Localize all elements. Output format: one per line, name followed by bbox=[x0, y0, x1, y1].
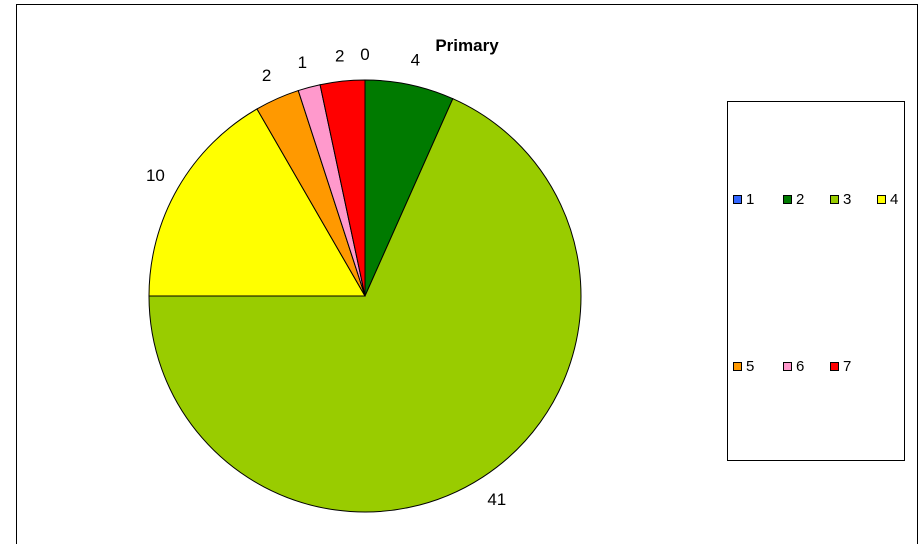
legend-label-7: 7 bbox=[843, 358, 852, 375]
legend-label-2: 2 bbox=[796, 191, 805, 208]
legend-label-6: 6 bbox=[796, 358, 805, 375]
data-label-6: 1 bbox=[298, 53, 307, 72]
data-label-7: 2 bbox=[335, 46, 344, 65]
legend-swatch-5 bbox=[733, 362, 742, 371]
legend-swatch-4 bbox=[877, 195, 886, 204]
legend-item-5: 5 bbox=[733, 358, 754, 375]
legend-label-1: 1 bbox=[746, 191, 755, 208]
legend-item-6: 6 bbox=[783, 358, 804, 375]
legend-item-3: 3 bbox=[830, 191, 851, 208]
legend-label-3: 3 bbox=[843, 191, 852, 208]
data-label-3: 41 bbox=[487, 490, 506, 509]
legend-swatch-3 bbox=[830, 195, 839, 204]
pie-slice-7 bbox=[319, 79, 366, 297]
legend-label-4: 4 bbox=[890, 191, 899, 208]
legend-swatch-2 bbox=[783, 195, 792, 204]
legend-item-2: 2 bbox=[783, 191, 804, 208]
legend-swatch-7 bbox=[830, 362, 839, 371]
legend-item-7: 7 bbox=[830, 358, 851, 375]
chart-title: Primary bbox=[435, 36, 499, 55]
pie-slice-4 bbox=[148, 108, 366, 297]
data-label-4: 10 bbox=[146, 166, 165, 185]
data-label-2: 4 bbox=[411, 50, 420, 69]
legend: 1 2 3 4 5 6 7 bbox=[727, 101, 905, 461]
pie-slice-3 bbox=[148, 98, 582, 513]
legend-swatch-1 bbox=[733, 195, 742, 204]
legend-swatch-6 bbox=[783, 362, 792, 371]
data-label-5: 2 bbox=[262, 66, 271, 85]
legend-item-1: 1 bbox=[733, 191, 754, 208]
data-label-1: 0 bbox=[360, 45, 369, 64]
legend-label-5: 5 bbox=[746, 358, 755, 375]
legend-item-4: 4 bbox=[877, 191, 898, 208]
